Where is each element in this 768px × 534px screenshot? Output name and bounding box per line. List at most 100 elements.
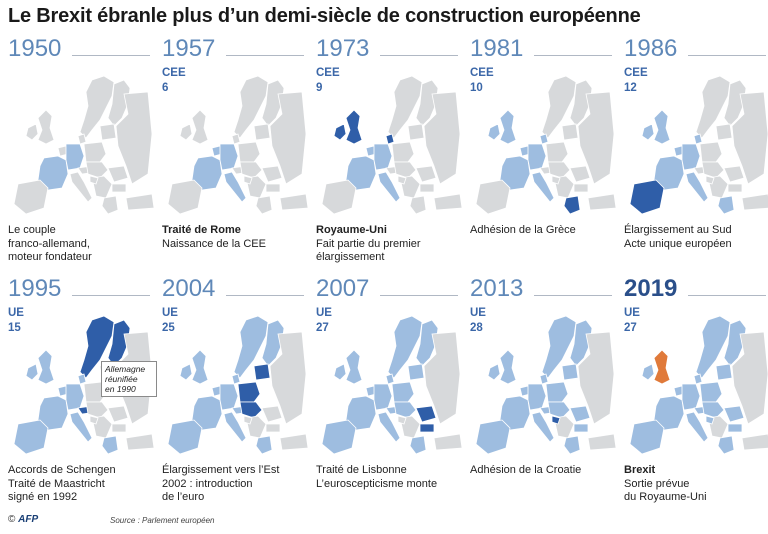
panel-organisation: CEE — [470, 67, 494, 79]
country-bulgaria — [419, 423, 435, 433]
country-scandinavia — [387, 75, 423, 139]
caption-heading: Brexit — [624, 464, 656, 476]
country-italy — [531, 411, 555, 443]
panel-member-count: 25 — [162, 322, 175, 334]
country-iberia — [475, 419, 511, 455]
country-romania — [261, 405, 283, 423]
panel-caption: Brexit Sortie prévue du Royaume-Uni — [624, 464, 768, 505]
panel-member-count: 28 — [470, 322, 483, 334]
panel-organisation: UE — [470, 307, 486, 319]
country-turkey — [125, 433, 154, 451]
country-centraleast — [701, 161, 725, 179]
country-scandinavia — [233, 315, 269, 379]
timeline-panel-2013: 2013 UE 28 Adhésion de la Croatie — [470, 276, 618, 520]
country-iberia — [13, 419, 49, 455]
country-poland — [391, 141, 415, 163]
country-poland — [391, 381, 415, 403]
country-romania — [569, 165, 591, 183]
country-finland — [415, 79, 439, 127]
note-line: Allemagne — [105, 364, 146, 374]
country-uk — [37, 109, 55, 145]
country-france — [37, 395, 69, 431]
country-centraleast — [701, 401, 725, 419]
europe-map — [624, 74, 768, 222]
country-poland — [83, 381, 107, 403]
panel-member-count: 6 — [162, 82, 169, 94]
europe-map — [316, 74, 462, 222]
country-finland — [107, 319, 131, 367]
country-croatia — [551, 175, 561, 185]
country-bulgaria — [111, 183, 127, 193]
country-baltics — [407, 123, 425, 141]
timeline-panel-1973: 1973 CEE 9 Royaume-Uni Fait partie du premie… — [316, 36, 464, 280]
timeline-panel-1995: 1995 UE 15 Allemagne réunifiée en 1990 Accords… — [8, 275, 157, 520]
year-underline — [534, 55, 612, 56]
europe-map — [8, 74, 154, 222]
country-croatia — [397, 175, 407, 185]
country-iberia — [167, 419, 203, 455]
panel-caption: Élargissement vers l’Est 2002 : introduct… — [162, 464, 310, 505]
caption-heading: Royaume-Uni — [316, 224, 387, 236]
country-croatia — [705, 415, 715, 425]
year-underline — [226, 55, 304, 56]
country-uk — [345, 349, 363, 385]
country-france — [345, 395, 377, 431]
country-germany — [373, 383, 393, 411]
year-underline — [688, 55, 766, 56]
country-romania — [415, 165, 437, 183]
timeline-panel-2019: 2019 UE 27 Brexit Sortie prévue du Royaume-Un… — [624, 276, 768, 520]
caption-line: Adhésion de la Grèce — [470, 224, 576, 236]
panel-caption: Traité de Rome Naissance de la CEE — [162, 224, 310, 251]
country-turkey — [741, 433, 768, 451]
country-poland — [237, 141, 261, 163]
panel-year: 1995 — [8, 275, 62, 302]
country-east — [423, 91, 461, 185]
country-romania — [107, 405, 129, 423]
caption-line: Acte unique européen — [624, 237, 732, 250]
country-denmark — [77, 133, 87, 145]
country-france — [499, 155, 531, 191]
panel-year: 1986 — [624, 35, 678, 62]
country-east — [115, 91, 153, 185]
country-croatia — [89, 415, 99, 425]
country-romania — [569, 405, 591, 423]
country-denmark — [693, 373, 703, 385]
panel-member-count: 9 — [316, 82, 323, 94]
timeline-panel-1981: 1981 CEE 10 Adhésion de la Grèce — [470, 36, 618, 280]
country-iberia — [321, 179, 357, 215]
country-romania — [415, 405, 437, 423]
country-iberia — [475, 179, 511, 215]
timeline-panel-1950: 1950 Le couple franco-allemand, moteur fond… — [8, 36, 156, 280]
country-uk — [37, 349, 55, 385]
note-line: en 1990 — [105, 384, 136, 394]
country-east — [731, 91, 768, 185]
country-east — [423, 331, 461, 425]
country-france — [345, 155, 377, 191]
country-france — [499, 395, 531, 431]
country-ireland — [487, 363, 501, 381]
afp-logo: AFP — [18, 514, 39, 525]
country-italy — [223, 411, 247, 443]
country-centraleast — [239, 401, 263, 419]
country-romania — [107, 165, 129, 183]
country-iberia — [629, 179, 665, 215]
country-finland — [415, 319, 439, 367]
caption-line: Adhésion de la Croatie — [470, 464, 582, 476]
caption-line: signé en 1992 — [8, 491, 78, 503]
panel-caption: Le couple franco-allemand, moteur fondateu… — [8, 224, 156, 265]
country-romania — [723, 405, 745, 423]
country-centraleast — [547, 401, 571, 419]
country-greece — [101, 195, 119, 215]
country-scandinavia — [541, 75, 577, 139]
country-baltics — [561, 123, 579, 141]
europe-map-svg — [167, 75, 308, 215]
country-iberia — [13, 179, 49, 215]
caption-line: moteur fondateur — [8, 251, 92, 263]
country-croatia — [243, 415, 253, 425]
country-turkey — [433, 193, 462, 211]
panel-caption: Royaume-Uni Fait partie du premier élargis… — [316, 224, 464, 265]
country-croatia — [705, 175, 715, 185]
country-scandinavia — [695, 75, 731, 139]
country-denmark — [231, 133, 241, 145]
country-denmark — [693, 133, 703, 145]
